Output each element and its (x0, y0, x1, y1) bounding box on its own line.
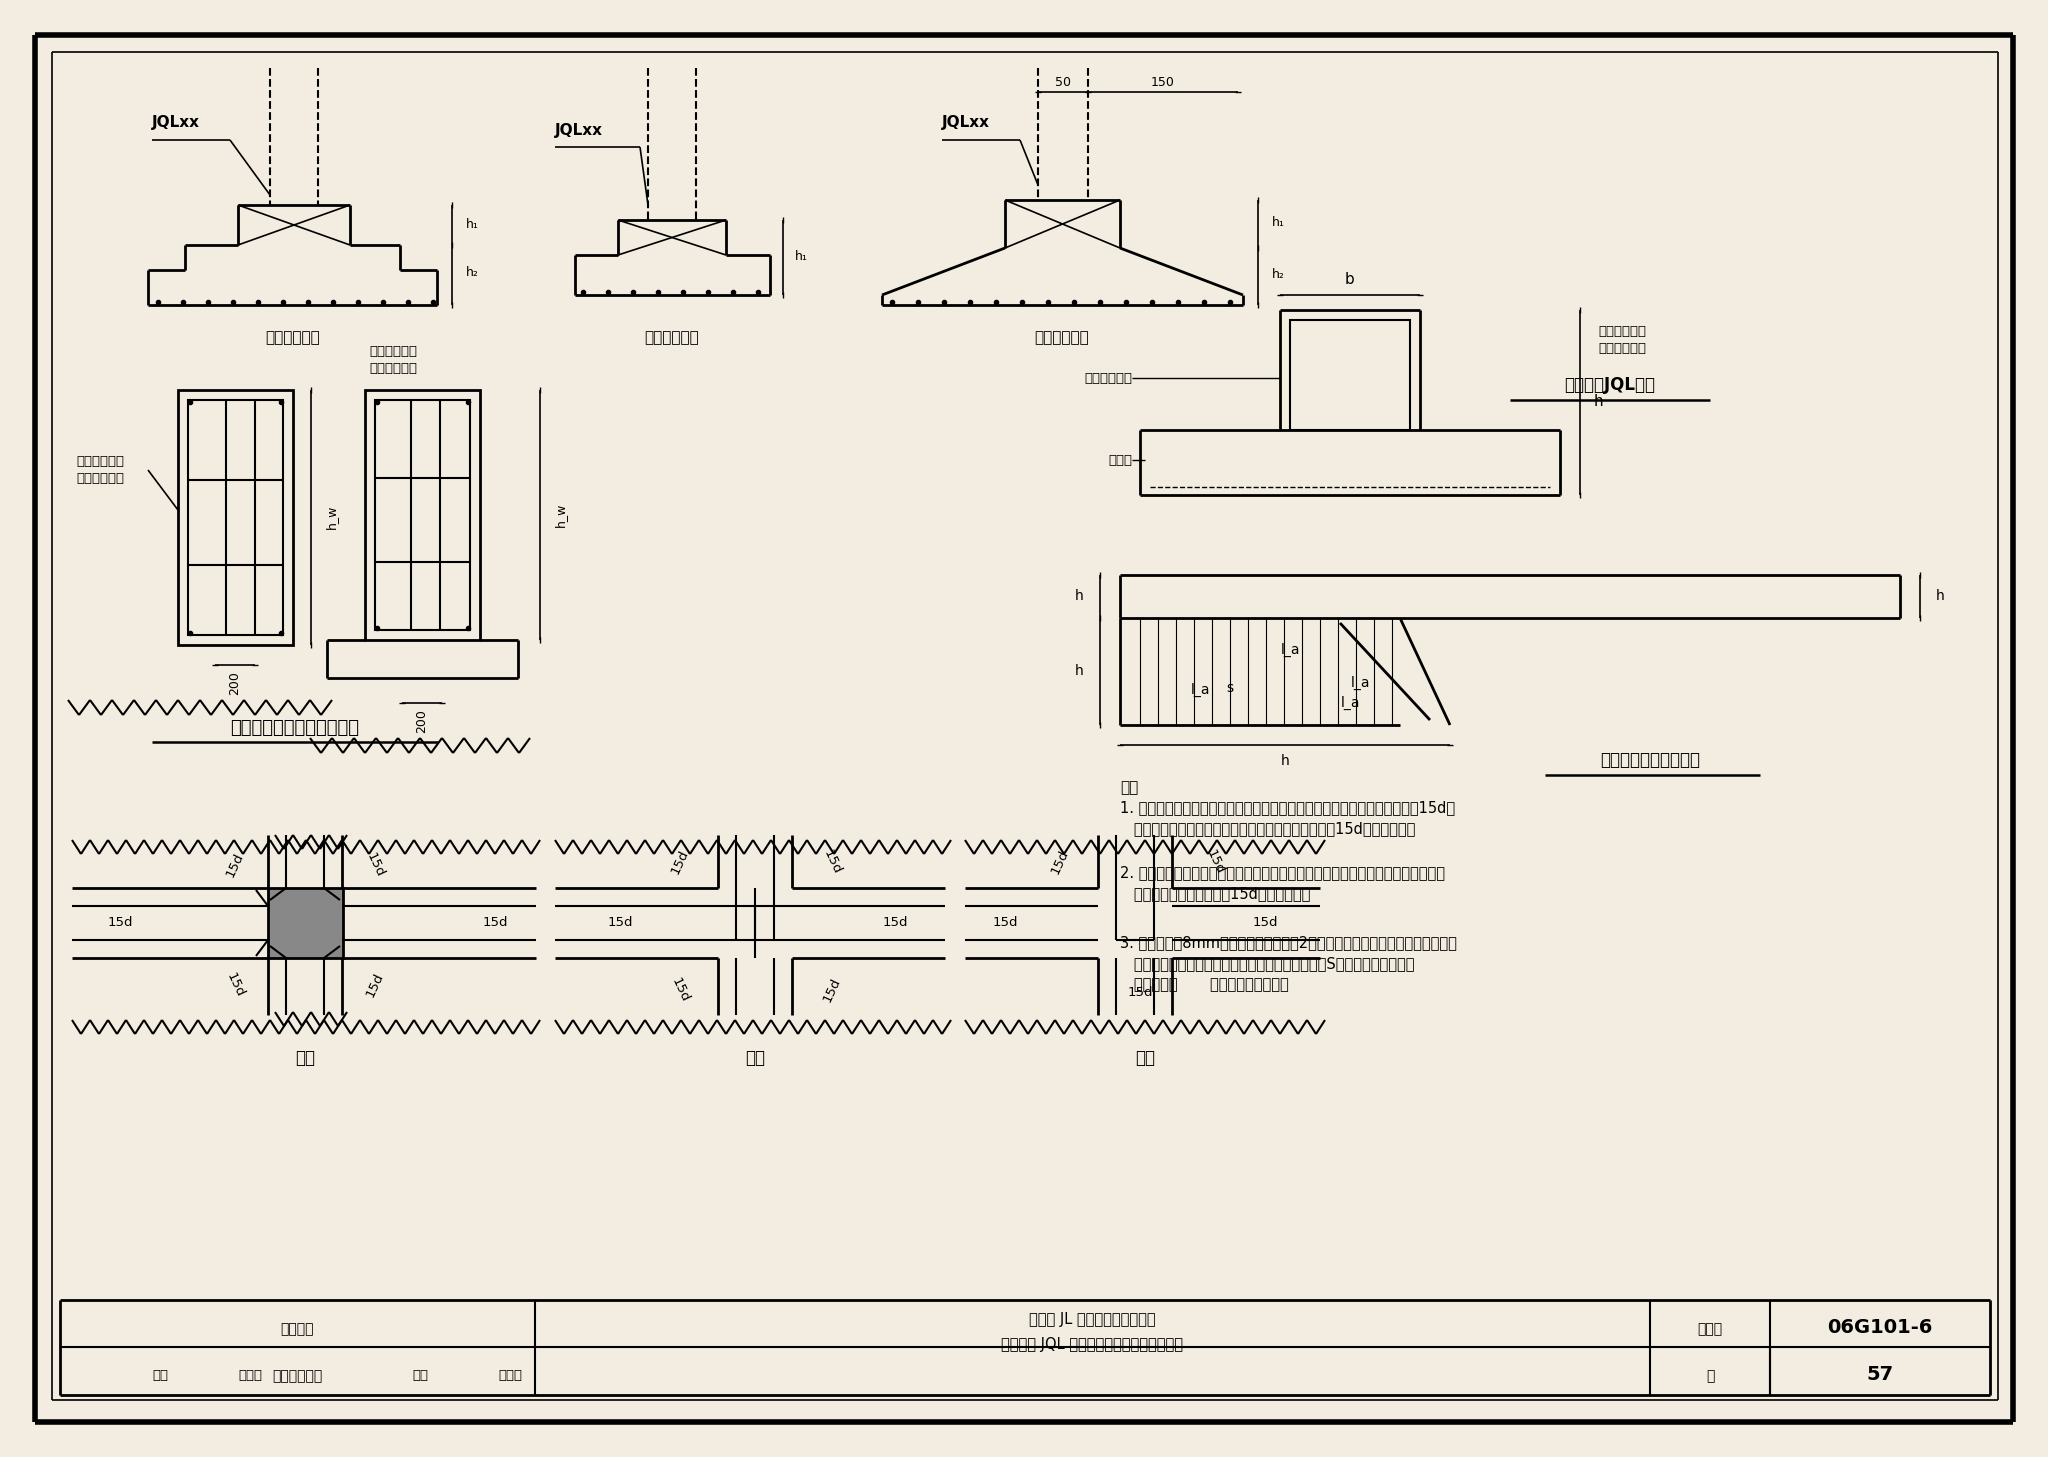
Text: h₂: h₂ (1272, 268, 1284, 281)
Bar (1290, 321, 1409, 430)
Text: 15d: 15d (670, 976, 692, 1004)
Text: 15d: 15d (883, 915, 907, 928)
Text: 条形基础底板
横向受力配筋: 条形基础底板 横向受力配筋 (1597, 325, 1647, 356)
Text: h: h (1593, 395, 1604, 409)
Text: 校对: 校对 (412, 1370, 428, 1383)
Text: 15d: 15d (223, 851, 246, 880)
Text: 第二部分: 第二部分 (281, 1321, 313, 1336)
Text: h₁: h₁ (795, 249, 807, 262)
Text: b: b (1346, 272, 1356, 287)
Text: h₂: h₂ (467, 265, 479, 278)
Text: l_a: l_a (1190, 683, 1210, 696)
Text: 15d: 15d (223, 970, 246, 1000)
Text: h: h (1075, 589, 1083, 603)
Text: 06G101-6: 06G101-6 (1827, 1319, 1933, 1338)
Text: 页: 页 (1706, 1370, 1714, 1383)
Text: 15d: 15d (821, 976, 844, 1004)
Text: JQLxx: JQLxx (555, 122, 602, 137)
Text: l_a: l_a (1339, 696, 1360, 710)
Text: 刘其祥: 刘其祥 (498, 1370, 522, 1383)
Text: JQLxx: JQLxx (152, 115, 201, 130)
Text: 15d: 15d (1126, 985, 1153, 998)
Text: 图集号: 图集号 (1698, 1321, 1722, 1336)
Text: 15d: 15d (1251, 915, 1278, 928)
Text: （单阶截面）: （单阶截面） (645, 331, 698, 345)
Text: 15d: 15d (365, 970, 387, 1000)
Text: 1. 十字相交的基础梁，当相交位置有柱时，侧面构造纵筋锚入梁包柱侧腋内15d；
   （见图一）；当无柱时，侧面构造纵筋锚入交叉梁内15d（见图二）。: 1. 十字相交的基础梁，当相交位置有柱时，侧面构造纵筋锚入梁包柱侧腋内15d； … (1120, 800, 1456, 836)
Text: 图一: 图一 (295, 1049, 315, 1067)
Text: 15d: 15d (1049, 848, 1071, 876)
Text: 2. 丁字相交的基础梁，当相交位置无柱时，横梁外侧的构造纵筋应贯通，横梁内侧
   的构造纵筋锚入交叉梁内15d（见图三）。: 2. 丁字相交的基础梁，当相交位置无柱时，横梁外侧的构造纵筋应贯通，横梁内侧 的… (1120, 865, 1446, 900)
Text: 15d: 15d (365, 851, 387, 880)
Text: 侧向构造纵筋
详见具体设计: 侧向构造纵筋 详见具体设计 (369, 345, 418, 374)
Text: 基础梁侧面构造纵筋和拉筋: 基础梁侧面构造纵筋和拉筋 (231, 718, 360, 737)
Text: 150: 150 (1151, 76, 1176, 89)
Text: 基础圈梁 JQL 配筋，基础圈梁梁底不平构造: 基础圈梁 JQL 配筋，基础圈梁梁底不平构造 (1001, 1338, 1184, 1352)
Text: 57: 57 (1866, 1365, 1894, 1384)
Text: 15d: 15d (481, 915, 508, 928)
Text: h_w: h_w (326, 504, 338, 529)
Bar (188, 401, 283, 635)
Text: 分布筋: 分布筋 (1108, 453, 1133, 466)
Text: 3. 拉筋直径为8mm，间距为箍筋间距的2倍。当设有多排拉筋时，上下两排拉筋
   竖向错开设置。拉筋可采用直形（一），也可采用S形（一）；弯钩一端
   可为: 3. 拉筋直径为8mm，间距为箍筋间距的2倍。当设有多排拉筋时，上下两排拉筋 竖… (1120, 935, 1456, 992)
Text: 图三: 图三 (1135, 1049, 1155, 1067)
Text: 15d: 15d (1204, 848, 1227, 876)
Bar (365, 390, 479, 640)
Text: 审核: 审核 (152, 1370, 168, 1383)
Text: 基础圈梁配筋: 基础圈梁配筋 (1083, 372, 1133, 385)
Text: h₁: h₁ (1272, 216, 1284, 229)
Text: 50: 50 (1055, 76, 1071, 89)
Text: s: s (1227, 680, 1233, 695)
Bar (178, 390, 293, 645)
Text: 基础梁 JL 侧面构造纵筋和拉筋: 基础梁 JL 侧面构造纵筋和拉筋 (1028, 1311, 1155, 1327)
Text: 基础圈梁梁底不平构造: 基础圈梁梁底不平构造 (1599, 750, 1700, 769)
Text: l_a: l_a (1350, 676, 1370, 691)
Text: h_w: h_w (555, 503, 567, 527)
Text: 标准构造详图: 标准构造详图 (272, 1370, 322, 1383)
Bar (268, 887, 342, 959)
Text: 15d: 15d (608, 915, 633, 928)
Text: l_a: l_a (1280, 643, 1300, 657)
Text: 注：: 注： (1120, 779, 1139, 796)
Text: JQLxx: JQLxx (942, 115, 989, 130)
Text: （坡形截面）: （坡形截面） (1034, 331, 1090, 345)
Text: 15d: 15d (106, 915, 133, 928)
Text: （阶形截面）: （阶形截面） (266, 331, 319, 345)
Bar (375, 401, 469, 629)
Text: h: h (1280, 755, 1290, 768)
Text: h₁: h₁ (467, 217, 479, 230)
Text: 15d: 15d (670, 848, 692, 876)
Text: h: h (1075, 664, 1083, 678)
Text: 200: 200 (229, 672, 242, 695)
Text: h: h (1935, 589, 1946, 603)
Text: 陈幼楼: 陈幼楼 (238, 1370, 262, 1383)
Text: 15d: 15d (821, 848, 844, 876)
Text: 基础圈梁JQL配筋: 基础圈梁JQL配筋 (1565, 376, 1655, 393)
Text: 侧向构造纵筋
详见具体设计: 侧向构造纵筋 详见具体设计 (76, 455, 125, 485)
Text: 200: 200 (416, 710, 428, 733)
Text: 图二: 图二 (745, 1049, 766, 1067)
Text: 15d: 15d (991, 915, 1018, 928)
